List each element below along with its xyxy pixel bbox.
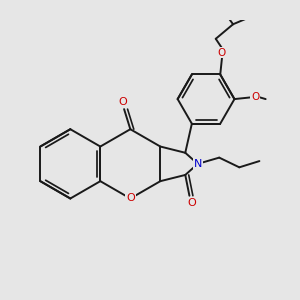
Text: O: O (118, 97, 127, 106)
Text: N: N (194, 159, 202, 169)
Text: O: O (251, 92, 260, 102)
Text: O: O (126, 194, 135, 203)
Text: O: O (187, 198, 196, 208)
Text: O: O (218, 48, 226, 58)
